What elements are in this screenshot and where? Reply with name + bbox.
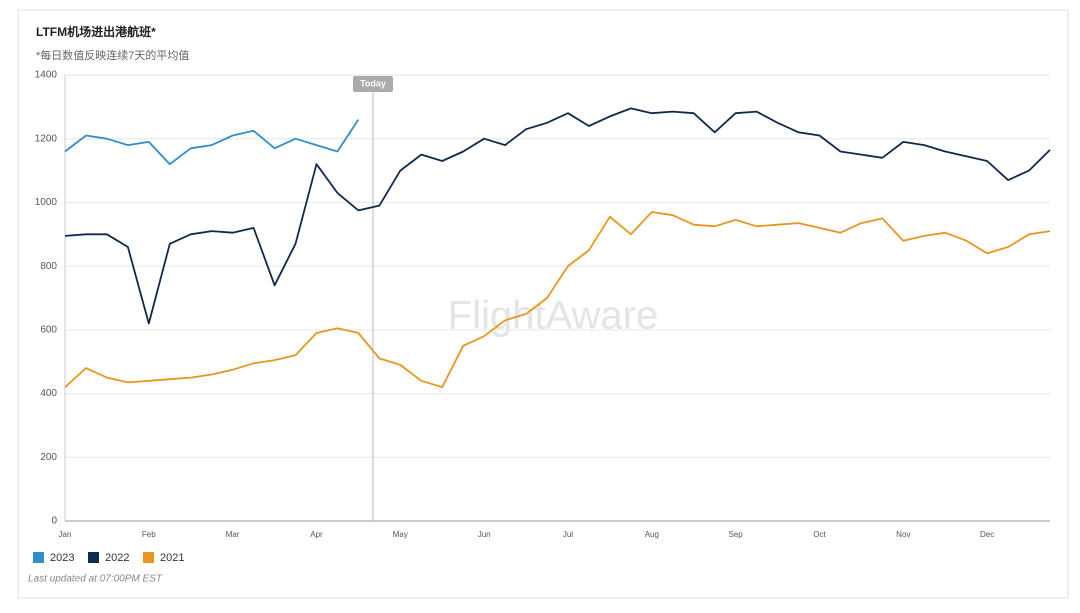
x-tick-label: May xyxy=(393,530,408,539)
today-label: Today xyxy=(360,78,386,88)
x-tick-label: Jun xyxy=(478,530,491,539)
y-tick-label: 1400 xyxy=(35,70,58,81)
x-tick-label: Jan xyxy=(59,530,72,539)
y-tick-label: 800 xyxy=(40,261,57,272)
x-tick-label: Jul xyxy=(563,530,573,539)
series-line xyxy=(64,107,1051,325)
chart-subtitle: *每日数值反映连续7天的平均值 xyxy=(36,48,189,62)
y-tick-label: 200 xyxy=(40,452,57,463)
y-tick-label: 600 xyxy=(40,324,57,335)
y-tick-label: 1200 xyxy=(35,133,58,144)
y-tick-label: 1000 xyxy=(35,197,58,208)
watermark: FlightAware xyxy=(448,294,658,338)
x-tick-label: Nov xyxy=(896,530,910,539)
legend-swatch xyxy=(33,552,44,563)
footnote: Last updated at 07:00PM EST xyxy=(28,574,163,585)
legend-label: 2021 xyxy=(160,552,184,564)
x-tick-label: Aug xyxy=(645,530,659,539)
x-tick-label: Sep xyxy=(729,530,744,539)
x-tick-label: Oct xyxy=(813,530,826,539)
legend-label: 2022 xyxy=(105,552,129,564)
series-line xyxy=(64,211,1051,389)
x-tick-label: Mar xyxy=(226,530,240,539)
y-tick-label: 400 xyxy=(40,388,57,399)
x-tick-label: Dec xyxy=(980,530,994,539)
y-tick-label: 0 xyxy=(51,516,57,527)
legend-swatch xyxy=(143,552,154,563)
chart-title: LTFM机场进出港航班* xyxy=(36,24,156,39)
x-tick-label: Apr xyxy=(310,530,323,539)
legend-swatch xyxy=(88,552,99,563)
series-line xyxy=(64,119,360,166)
legend-label: 2023 xyxy=(50,552,74,564)
today-badge xyxy=(353,76,393,92)
frame xyxy=(17,9,1069,599)
x-tick-label: Feb xyxy=(142,530,156,539)
